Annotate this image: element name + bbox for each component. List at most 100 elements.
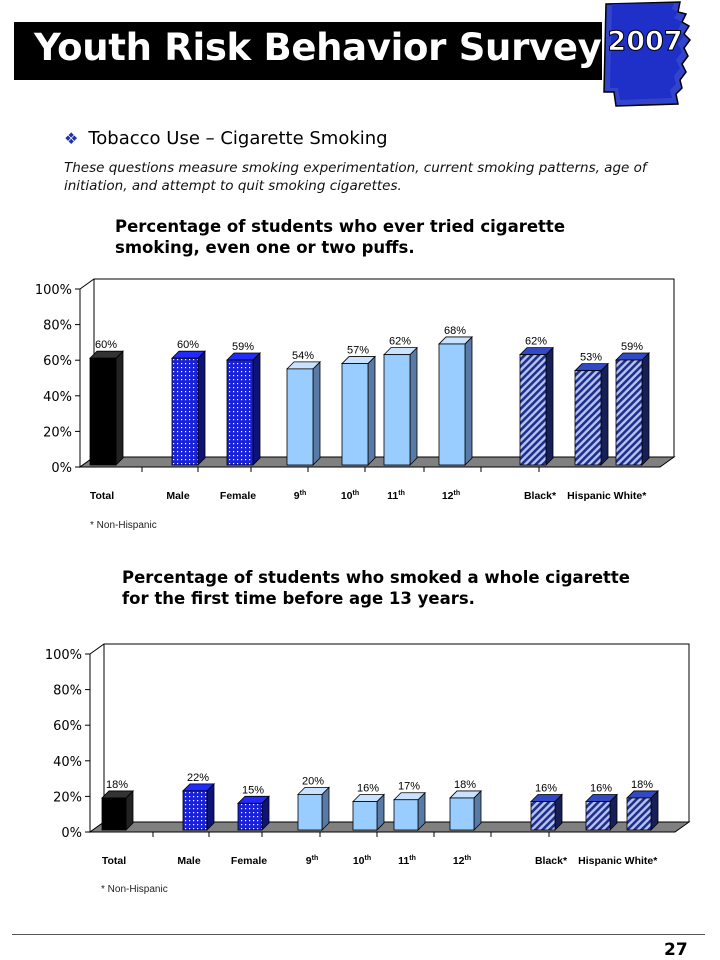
bar-front	[438, 343, 466, 466]
bar-3	[237, 795, 270, 831]
bar-side	[545, 346, 554, 466]
category-label: Total	[102, 855, 126, 867]
category-label: Female	[231, 855, 267, 867]
bar-side	[252, 352, 261, 466]
header-bar: Youth Risk Behavior Survey	[14, 22, 602, 80]
category-label: 12th	[453, 855, 471, 867]
bar-value-label: 62%	[389, 336, 411, 348]
bar-1	[101, 789, 134, 831]
category-label: 11th	[398, 855, 416, 867]
bar-value-label: 18%	[106, 779, 128, 791]
section-title: ❖ Tobacco Use – Cigarette Smoking	[64, 128, 388, 149]
category-label: Total	[90, 490, 114, 502]
bar-front	[615, 359, 643, 466]
y-tick-label: 80%	[53, 684, 82, 699]
bar-9	[585, 793, 618, 831]
bar-front	[237, 802, 263, 831]
category-label: Female	[220, 490, 256, 502]
category-label: 10th	[353, 855, 371, 867]
bar-value-label: 62%	[525, 336, 547, 348]
section-intro: These questions measure smoking experime…	[64, 160, 647, 194]
bar-6	[383, 346, 418, 466]
y-tick-label: 100%	[35, 283, 72, 298]
category-label: Black*	[535, 855, 568, 867]
bar-front	[341, 363, 369, 466]
bar-side	[367, 355, 376, 466]
bar-4	[286, 360, 321, 466]
bar-side	[409, 346, 418, 466]
bar-10	[615, 352, 650, 466]
bar-front	[585, 801, 611, 831]
chart-2: 0% 20% 40% 60% 80% 100% 18% 22% 15% 20% 16% 17% 18% 1…	[45, 643, 691, 867]
category-label: Hispanic	[578, 855, 622, 867]
bar-front	[352, 801, 378, 831]
bar-7	[438, 335, 473, 466]
bar-side	[197, 350, 206, 466]
bar-1	[89, 350, 124, 466]
chart-2-footnote: * Non-Hispanic	[101, 884, 168, 895]
chart-2-title: Percentage of students who smoked a whol…	[122, 568, 630, 608]
bar-value-label: 16%	[357, 783, 379, 795]
bar-value-label: 18%	[454, 779, 476, 791]
bar-9	[574, 362, 609, 466]
category-label: Male	[166, 490, 190, 502]
bar-side	[115, 350, 124, 466]
arkansas-map-icon: 2007	[603, 1, 691, 107]
bar-front	[449, 797, 475, 831]
category-label: 10th	[341, 490, 359, 502]
bar-value-label: 57%	[347, 345, 369, 357]
bar-value-label: 17%	[398, 781, 420, 793]
y-tick-label: 0%	[51, 461, 72, 476]
bar-10	[626, 789, 659, 831]
bar-front	[89, 357, 117, 466]
y-tick-label: 100%	[45, 648, 82, 663]
bar-2	[171, 350, 206, 466]
bar-2	[182, 782, 215, 831]
bar-side	[206, 782, 215, 831]
bar-front	[171, 357, 199, 466]
section-title-text: Tobacco Use – Cigarette Smoking	[88, 128, 388, 149]
bar-6	[393, 791, 426, 831]
bar-front	[101, 797, 127, 831]
category-label: 9th	[294, 490, 306, 502]
bar-front	[226, 359, 254, 466]
bar-5	[352, 793, 385, 831]
chart-1-title: Percentage of students who ever tried ci…	[115, 217, 566, 257]
bar-value-label: 16%	[590, 783, 612, 795]
bar-4	[297, 786, 330, 831]
bar-value-label: 18%	[631, 779, 653, 791]
bar-front	[393, 799, 419, 831]
bar-3	[226, 352, 261, 466]
y-tick-label: 80%	[43, 319, 72, 334]
bar-8	[519, 346, 554, 466]
bar-side	[312, 360, 321, 466]
category-label: Male	[177, 855, 201, 867]
category-label: White*	[614, 490, 648, 502]
bar-value-label: 20%	[302, 775, 324, 787]
bar-front	[182, 790, 208, 831]
year-label: 2007	[607, 26, 682, 57]
footer-divider	[12, 934, 705, 935]
category-label: Black*	[524, 490, 557, 502]
diamond-bullet-icon: ❖	[64, 129, 79, 148]
bar-value-label: 54%	[292, 350, 314, 362]
bar-front	[297, 793, 323, 831]
bar-side	[464, 335, 473, 466]
bar-value-label: 16%	[535, 783, 557, 795]
bar-front	[530, 801, 556, 831]
chart-1: 0% 20% 40% 60% 80% 100% 60% 60% 59% 54% 57% 62% 68% 6…	[35, 278, 676, 502]
bar-8	[530, 793, 563, 831]
bar-value-label: 59%	[232, 341, 254, 353]
y-tick-label: 20%	[53, 790, 82, 805]
bar-front	[383, 354, 411, 466]
y-tick-label: 20%	[43, 425, 72, 440]
bar-front	[626, 797, 652, 831]
bar-value-label: 59%	[621, 341, 643, 353]
bar-front	[286, 368, 314, 466]
bar-side	[600, 362, 609, 466]
bar-value-label: 60%	[177, 339, 199, 351]
bar-value-label: 53%	[580, 352, 602, 364]
y-tick-label: 0%	[61, 826, 82, 841]
page-number: 27	[664, 940, 688, 960]
y-tick-label: 40%	[43, 390, 72, 405]
